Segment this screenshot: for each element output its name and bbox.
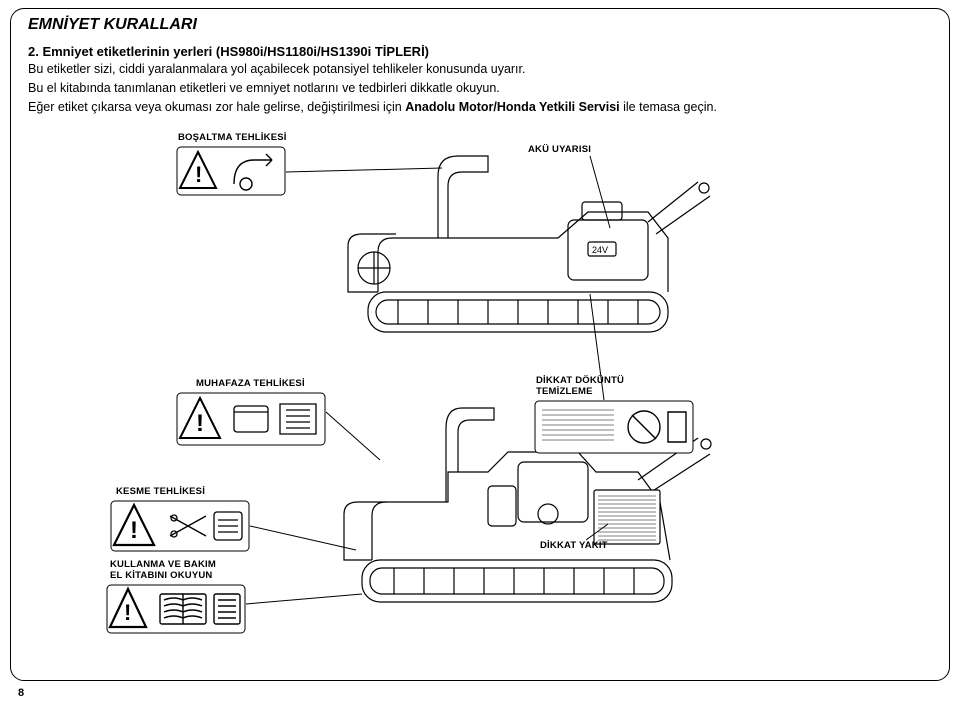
page-number: 8 (18, 687, 24, 699)
sign-cut-hazard: ! (110, 500, 250, 552)
para-1: Bu etiketler sizi, ciddi yaralanmalara y… (28, 61, 932, 78)
label-guard-hazard: MUHAFAZA TEHLİKESİ (196, 378, 305, 389)
leader-discharge (284, 162, 444, 202)
leader-debris (584, 292, 624, 402)
sign-guard-hazard: ! (176, 392, 326, 446)
para-2: Bu el kitabında tanımlanan etiketleri ve… (28, 80, 932, 97)
leader-guard (324, 404, 384, 464)
label-read-manual: KULLANMA VE BAKIM EL KİTABINI OKUYUN (110, 560, 216, 582)
svg-text:!: ! (130, 517, 138, 544)
leader-battery (588, 152, 668, 232)
para-3-post: ile temasa geçin. (620, 100, 717, 114)
section-heading: 2. Emniyet etiketlerinin yerleri (HS980i… (28, 44, 932, 59)
leader-fuel (584, 522, 624, 542)
label-read-manual-l1: KULLANMA VE BAKIM (110, 560, 216, 571)
sign-debris-caution (534, 400, 694, 454)
svg-text:!: ! (195, 162, 202, 187)
page-content: EMNİYET KURALLARI 2. Emniyet etiketlerin… (18, 12, 942, 636)
label-battery-warning: AKÜ UYARISI (528, 144, 591, 155)
para-3: Eğer etiket çıkarsa veya okuması zor hal… (28, 99, 932, 116)
label-read-manual-l2: EL KİTABINI OKUYUN (110, 571, 216, 582)
label-discharge-hazard: BOŞALTMA TEHLİKESİ (178, 132, 287, 143)
leader-manual (244, 592, 364, 612)
para-3-pre: Eğer etiket çıkarsa veya okuması zor hal… (28, 100, 405, 114)
sign-read-manual: ! (106, 584, 246, 634)
label-cut-hazard: KESME TEHLİKESİ (116, 486, 205, 497)
sign-discharge-hazard: ! (176, 146, 286, 196)
leader-cut (248, 520, 358, 560)
svg-text:24V: 24V (592, 245, 608, 255)
para-3-bold: Anadolu Motor/Honda Yetkili Servisi (405, 100, 619, 114)
diagram-area: 24V (28, 122, 932, 632)
svg-text:!: ! (196, 410, 204, 437)
page-title: EMNİYET KURALLARI (28, 16, 932, 34)
svg-text:!: ! (124, 600, 131, 625)
